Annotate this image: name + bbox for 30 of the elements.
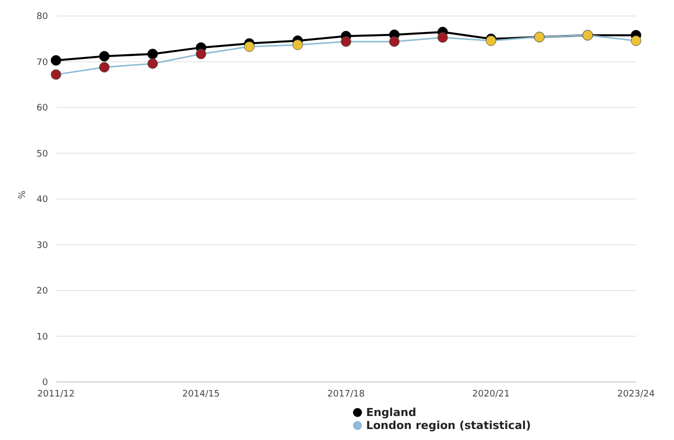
y-tick-label: 60 bbox=[36, 104, 48, 114]
y-tick-label: 70 bbox=[36, 58, 48, 68]
legend-label: London region (statistical) bbox=[366, 419, 531, 432]
point bbox=[99, 62, 110, 72]
point bbox=[50, 55, 62, 66]
y-tick-label: 10 bbox=[36, 332, 48, 342]
x-tick-label: 2011/12 bbox=[37, 389, 75, 400]
y-tick-label: 30 bbox=[36, 240, 48, 251]
point bbox=[630, 35, 642, 46]
x-tick-label: 2020/21 bbox=[472, 389, 510, 400]
point bbox=[292, 40, 303, 50]
point bbox=[50, 69, 62, 80]
point bbox=[196, 48, 206, 60]
x-tick-label: 2014/15 bbox=[182, 389, 220, 400]
y-tick-label: 50 bbox=[36, 149, 48, 160]
point bbox=[389, 36, 400, 47]
legend-label: England bbox=[366, 406, 416, 419]
y-tick-label: 0 bbox=[42, 378, 48, 388]
point bbox=[244, 41, 255, 52]
y-tick-label: 80 bbox=[36, 12, 48, 22]
x-tick-label: 2023/24 bbox=[617, 389, 655, 400]
point bbox=[437, 32, 448, 43]
y-tick-label: 40 bbox=[36, 195, 48, 206]
y-axis-title: % bbox=[18, 190, 28, 199]
y-tick-label: 20 bbox=[36, 286, 48, 297]
point bbox=[99, 51, 110, 62]
point bbox=[147, 58, 158, 69]
x-tick-label: 2017/18 bbox=[327, 389, 365, 400]
point bbox=[147, 48, 158, 60]
point bbox=[340, 36, 352, 47]
